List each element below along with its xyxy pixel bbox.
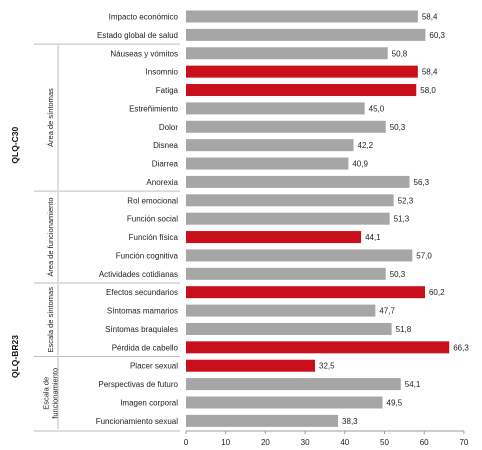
category-label-funcionamiento-sexual: Funcionamiento sexual bbox=[96, 417, 178, 426]
category-label-estado-global-de-salud: Estado global de salud bbox=[97, 31, 178, 40]
bar-fatiga bbox=[186, 84, 417, 97]
bar-actividades-cotidianas bbox=[186, 267, 386, 280]
category-label-funcion-fisica: Función física bbox=[129, 233, 179, 242]
category-label-efectos-secundarios: Efectos secundarios bbox=[106, 288, 178, 297]
value-label-placer-sexual: 32,5 bbox=[319, 362, 335, 371]
value-label-disnea: 42,2 bbox=[358, 141, 374, 150]
value-label-diarrea: 40,9 bbox=[352, 160, 368, 169]
category-label-impacto-economico: Impacto económico bbox=[109, 13, 179, 22]
value-label-estado-global-de-salud: 60,3 bbox=[429, 31, 445, 40]
value-label-efectos-secundarios: 60,2 bbox=[429, 288, 445, 297]
category-label-perdida-de-cabello: Pérdida de cabello bbox=[112, 343, 179, 352]
value-label-funcion-social: 51,3 bbox=[394, 215, 410, 224]
subgroup-label-area-de-funcionamiento: Área de funcionamiento bbox=[46, 197, 55, 276]
bar-diarrea bbox=[186, 157, 349, 170]
x-tick-label: 50 bbox=[380, 438, 389, 447]
bar-perdida-de-cabello bbox=[186, 341, 450, 354]
category-label-fatiga: Fatiga bbox=[156, 86, 179, 95]
bar-rol-emocional bbox=[186, 194, 394, 207]
value-label-perspectivas-de-futuro: 54,1 bbox=[405, 380, 421, 389]
x-tick-label: 70 bbox=[459, 438, 468, 447]
group-label-qlq-c30: QLQ-C30 bbox=[10, 126, 20, 163]
value-label-impacto-economico: 58,4 bbox=[422, 13, 438, 22]
subgroup-label-area-de-sintomas: Área de síntomas bbox=[46, 88, 55, 147]
category-label-perspectivas-de-futuro: Perspectivas de futuro bbox=[98, 380, 178, 389]
group-separators bbox=[34, 43, 180, 432]
bar-funcionamiento-sexual bbox=[186, 414, 339, 427]
bar-estado-global-de-salud bbox=[186, 28, 426, 41]
subgroup-label-funcionamiento: funcionamiento bbox=[51, 368, 60, 419]
value-label-fatiga: 58,0 bbox=[420, 86, 436, 95]
category-label-rol-emocional: Rol emocional bbox=[127, 196, 178, 205]
value-label-perdida-de-cabello: 66,3 bbox=[453, 343, 469, 352]
value-label-rol-emocional: 52,3 bbox=[398, 196, 414, 205]
category-label-anorexia: Anorexia bbox=[146, 178, 178, 187]
group-brackets: Área de síntomas Área de funcionamiento Es… bbox=[10, 45, 60, 430]
bar-dolor bbox=[186, 120, 386, 133]
bar-imagen-corporal bbox=[186, 396, 383, 409]
category-label-insomnio: Insomnio bbox=[146, 68, 179, 77]
bar-anorexia bbox=[186, 175, 410, 188]
bar-nauseas-y-vomitos bbox=[186, 47, 388, 60]
category-label-sintomas-mamarios: Síntomas mamarios bbox=[107, 307, 178, 316]
value-label-sintomas-mamarios: 47,7 bbox=[379, 307, 395, 316]
x-tick-label: 60 bbox=[420, 438, 429, 447]
x-tick-label: 30 bbox=[301, 438, 310, 447]
bar-funcion-cognitiva bbox=[186, 249, 413, 262]
value-label-funcion-cognitiva: 57,0 bbox=[416, 251, 432, 260]
category-label-imagen-corporal: Imagen corporal bbox=[120, 398, 178, 407]
category-label-dolor: Dolor bbox=[159, 123, 178, 132]
bar-sintomas-braquiales bbox=[186, 322, 392, 335]
category-label-nauseas-y-vomitos: Náuseas y vómitos bbox=[110, 49, 178, 58]
category-label-disnea: Disnea bbox=[153, 141, 178, 150]
bar-funcion-social bbox=[186, 212, 390, 225]
group-label-qlq-br23: QLQ-BR23 bbox=[10, 335, 20, 378]
bar-insomnio bbox=[186, 65, 418, 78]
x-tick-label: 40 bbox=[340, 438, 349, 447]
category-label-diarrea: Diarrea bbox=[152, 160, 179, 169]
value-labels: 58,4 60,3 50,8 58,4 58,0 45,0 50,3 42,2 40,9 56,3… bbox=[319, 13, 469, 426]
category-label-estrenimiento: Estreñimiento bbox=[129, 104, 178, 113]
subgroup-label-escala-de-sintomas: Escala de síntomas bbox=[46, 287, 55, 353]
category-label-sintomas-braquiales: Síntomas braquiales bbox=[105, 325, 178, 334]
value-label-insomnio: 58,4 bbox=[422, 68, 438, 77]
value-label-sintomas-braquiales: 51,8 bbox=[396, 325, 412, 334]
value-label-imagen-corporal: 49,5 bbox=[387, 398, 403, 407]
bar-efectos-secundarios bbox=[186, 286, 425, 299]
bar-impacto-economico bbox=[186, 10, 418, 23]
bar-funcion-fisica bbox=[186, 231, 362, 244]
category-label-funcion-social: Función social bbox=[127, 215, 178, 224]
value-label-nauseas-y-vomitos: 50,8 bbox=[392, 49, 408, 58]
x-tick-label: 20 bbox=[261, 438, 270, 447]
category-labels: Impacto económico Estado global de salud N… bbox=[96, 13, 179, 426]
value-label-funcion-fisica: 44,1 bbox=[365, 233, 381, 242]
bar-perspectivas-de-futuro bbox=[186, 378, 401, 391]
x-tick-label: 10 bbox=[221, 438, 230, 447]
bar-sintomas-mamarios bbox=[186, 304, 376, 317]
bar-placer-sexual bbox=[186, 359, 316, 372]
value-label-estrenimiento: 45,0 bbox=[369, 104, 385, 113]
bars bbox=[186, 10, 450, 427]
category-label-actividades-cotidianas: Actividades cotidianas bbox=[99, 270, 178, 279]
x-axis: 0 10 20 30 40 50 60 70 bbox=[184, 430, 469, 447]
x-tick-label: 0 bbox=[184, 438, 189, 447]
value-label-actividades-cotidianas: 50,3 bbox=[390, 270, 406, 279]
subgroup-label-escala-de: Escala de bbox=[42, 377, 51, 410]
bar-estrenimiento bbox=[186, 102, 365, 115]
value-label-anorexia: 56,3 bbox=[414, 178, 430, 187]
bar-disnea bbox=[186, 139, 354, 152]
category-label-funcion-cognitiva: Función cognitiva bbox=[116, 251, 179, 260]
category-label-placer-sexual: Placer sexual bbox=[130, 362, 178, 371]
value-label-funcionamiento-sexual: 38,3 bbox=[342, 417, 358, 426]
value-label-dolor: 50,3 bbox=[390, 123, 406, 132]
